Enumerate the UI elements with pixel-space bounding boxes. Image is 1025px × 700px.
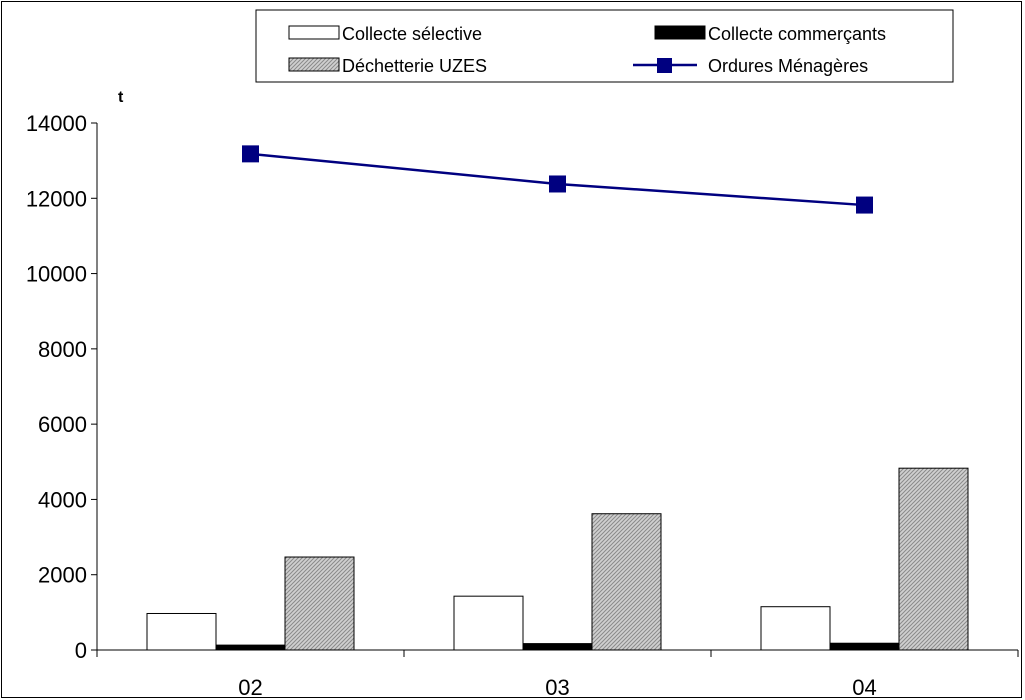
legend-label: Déchetterie UZES — [342, 56, 487, 76]
bars — [146, 467, 969, 651]
bar — [284, 556, 355, 651]
bar — [522, 643, 593, 651]
legend-marker — [657, 58, 672, 73]
axes: 0 2000 4000 6000 8000 10000 12000 14000 t 02 03 04 — [26, 89, 1019, 700]
x-tick-label: 04 — [852, 675, 876, 700]
y-tick-label: 6000 — [38, 412, 87, 437]
bar — [898, 467, 969, 651]
legend-swatch — [288, 57, 340, 72]
y-tick-label: 14000 — [26, 111, 87, 136]
legend-label: Collecte sélective — [342, 24, 482, 44]
x-tick-label: 03 — [545, 675, 569, 700]
bar — [591, 513, 662, 651]
bar — [829, 642, 900, 651]
bar — [215, 644, 286, 651]
legend-swatch — [654, 25, 706, 40]
legend: Collecte sélective Collecte commerçants Dé… — [255, 9, 954, 83]
bar — [760, 606, 831, 651]
bar — [453, 595, 524, 651]
x-tick-label: 02 — [238, 675, 262, 700]
y-tick-label: 2000 — [38, 563, 87, 588]
y-tick-label: 0 — [75, 638, 87, 663]
y-tick-label: 10000 — [26, 262, 87, 287]
line-series — [242, 145, 873, 214]
y-tick-label: 12000 — [26, 186, 87, 211]
legend-swatch — [288, 25, 340, 40]
legend-label: Ordures Ménagères — [708, 56, 868, 76]
legend-label: Collecte commerçants — [708, 24, 886, 44]
line-marker — [242, 145, 259, 163]
line-marker — [856, 196, 873, 214]
bar — [146, 612, 217, 651]
line-marker — [549, 175, 566, 193]
y-axis-label: t — [118, 89, 124, 106]
y-tick-label: 4000 — [38, 487, 87, 512]
legend-box — [255, 9, 954, 83]
y-tick-label: 8000 — [38, 337, 87, 362]
